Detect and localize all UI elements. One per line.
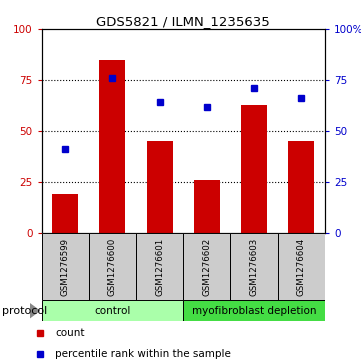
Bar bbox=[288, 141, 314, 233]
Bar bbox=[183, 300, 325, 321]
Bar bbox=[99, 60, 125, 233]
Bar bbox=[42, 233, 89, 300]
Polygon shape bbox=[30, 303, 40, 319]
Text: GSM1276604: GSM1276604 bbox=[297, 237, 306, 296]
Bar bbox=[147, 141, 173, 233]
Text: myofibroblast depletion: myofibroblast depletion bbox=[192, 306, 316, 316]
Text: GSM1276602: GSM1276602 bbox=[202, 237, 211, 296]
Bar bbox=[278, 233, 325, 300]
Bar bbox=[183, 233, 230, 300]
Bar bbox=[230, 233, 278, 300]
Text: protocol: protocol bbox=[2, 306, 47, 316]
Title: GDS5821 / ILMN_1235635: GDS5821 / ILMN_1235635 bbox=[96, 15, 270, 28]
Bar bbox=[52, 194, 78, 233]
Bar bbox=[194, 180, 220, 233]
Bar bbox=[136, 233, 183, 300]
Text: GSM1276600: GSM1276600 bbox=[108, 237, 117, 296]
Bar bbox=[89, 233, 136, 300]
Text: count: count bbox=[55, 328, 84, 338]
Bar bbox=[42, 300, 183, 321]
Text: GSM1276601: GSM1276601 bbox=[155, 237, 164, 296]
Bar bbox=[241, 105, 267, 233]
Text: control: control bbox=[94, 306, 131, 316]
Text: GSM1276603: GSM1276603 bbox=[249, 237, 258, 296]
Text: percentile rank within the sample: percentile rank within the sample bbox=[55, 349, 231, 359]
Text: GSM1276599: GSM1276599 bbox=[61, 238, 70, 295]
